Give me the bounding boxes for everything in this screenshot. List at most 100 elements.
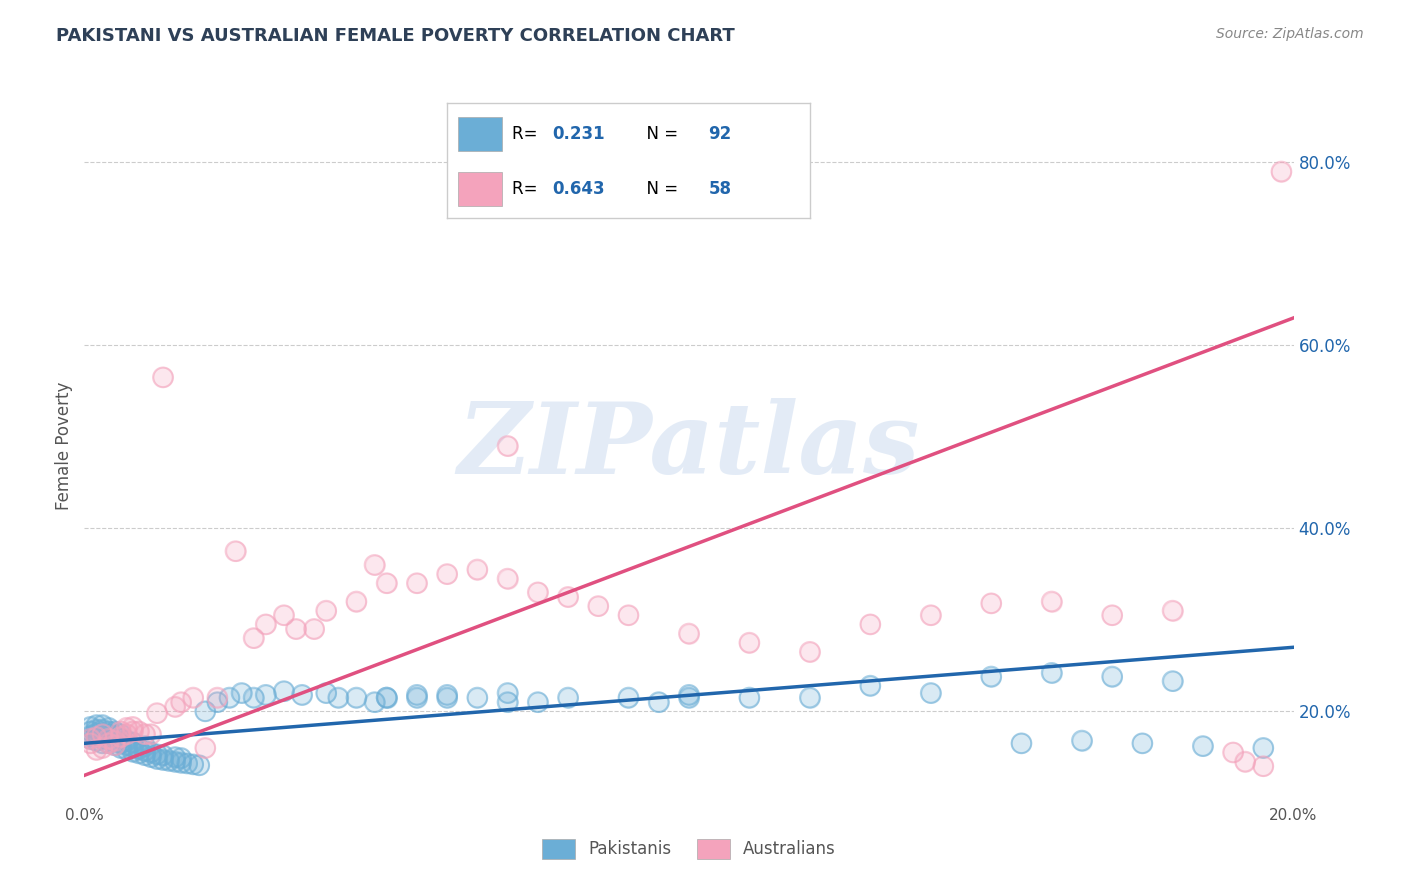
Point xyxy=(375,576,398,591)
Point xyxy=(97,736,120,750)
Point xyxy=(170,695,193,709)
Point xyxy=(527,585,550,599)
Point xyxy=(738,636,761,650)
Point xyxy=(110,740,132,755)
Point xyxy=(128,747,150,761)
Point xyxy=(678,690,700,705)
Point xyxy=(273,684,295,698)
Point xyxy=(91,718,114,732)
Point xyxy=(1130,736,1153,750)
Point xyxy=(86,726,108,740)
Point xyxy=(104,724,127,739)
Point xyxy=(557,590,579,604)
Text: Source: ZipAtlas.com: Source: ZipAtlas.com xyxy=(1216,27,1364,41)
Point xyxy=(181,690,204,705)
Point xyxy=(165,755,187,769)
Point xyxy=(86,730,108,744)
Point xyxy=(139,727,162,741)
Point xyxy=(1101,669,1123,683)
Point xyxy=(1011,736,1033,750)
Point xyxy=(225,544,247,558)
Point xyxy=(678,688,700,702)
Point xyxy=(176,756,198,771)
Point xyxy=(920,608,942,623)
Point xyxy=(152,370,174,384)
Point xyxy=(86,733,108,747)
Point xyxy=(121,745,143,759)
Text: PAKISTANI VS AUSTRALIAN FEMALE POVERTY CORRELATION CHART: PAKISTANI VS AUSTRALIAN FEMALE POVERTY C… xyxy=(56,27,735,45)
Point xyxy=(315,604,337,618)
Point xyxy=(363,558,385,572)
Point xyxy=(79,729,101,743)
Point xyxy=(86,730,108,744)
Point xyxy=(328,690,350,705)
Point xyxy=(1192,739,1215,753)
Point xyxy=(1040,665,1063,680)
Point xyxy=(980,669,1002,683)
Point xyxy=(97,727,120,741)
Point xyxy=(134,727,156,741)
Point xyxy=(128,724,150,739)
Point xyxy=(97,724,120,739)
Point xyxy=(115,738,138,752)
Point xyxy=(436,690,458,705)
Point xyxy=(115,721,138,735)
Point xyxy=(1130,736,1153,750)
Point xyxy=(86,743,108,757)
Point xyxy=(104,733,127,747)
Point xyxy=(315,686,337,700)
Point xyxy=(1222,746,1244,760)
Point xyxy=(152,370,174,384)
Point xyxy=(738,690,761,705)
Point xyxy=(165,699,187,714)
Point xyxy=(207,690,229,705)
Point xyxy=(134,748,156,763)
Point xyxy=(1040,665,1063,680)
Point xyxy=(678,688,700,702)
Point xyxy=(79,724,101,739)
Point xyxy=(920,686,942,700)
Point xyxy=(315,604,337,618)
Point xyxy=(104,733,127,747)
Point xyxy=(79,731,101,746)
Point xyxy=(146,752,169,766)
Point xyxy=(1101,608,1123,623)
Point xyxy=(97,721,120,735)
Point xyxy=(134,739,156,753)
Point xyxy=(1040,594,1063,608)
Point xyxy=(91,727,114,741)
Point xyxy=(79,736,101,750)
Point xyxy=(859,679,882,693)
Point xyxy=(146,706,169,720)
Point xyxy=(97,736,120,750)
Point xyxy=(86,718,108,732)
Point xyxy=(97,731,120,746)
Point xyxy=(146,752,169,766)
Point xyxy=(859,679,882,693)
Point xyxy=(194,704,217,718)
Point xyxy=(557,690,579,705)
Point xyxy=(97,736,120,750)
Point xyxy=(79,731,101,746)
Point xyxy=(242,690,264,705)
Point xyxy=(139,746,162,760)
Point xyxy=(104,729,127,743)
Point xyxy=(110,724,132,739)
Point xyxy=(285,622,308,636)
Point xyxy=(165,755,187,769)
Point xyxy=(121,735,143,749)
Point xyxy=(436,690,458,705)
Point xyxy=(86,723,108,737)
Point xyxy=(1161,604,1184,618)
Point xyxy=(1071,733,1094,747)
Point xyxy=(231,686,253,700)
Point xyxy=(859,617,882,632)
Point xyxy=(799,690,821,705)
Point xyxy=(1270,164,1292,178)
Point xyxy=(110,731,132,746)
Point xyxy=(121,735,143,749)
Point xyxy=(170,756,193,770)
Point xyxy=(188,758,211,772)
Point xyxy=(86,733,108,747)
Point xyxy=(207,695,229,709)
